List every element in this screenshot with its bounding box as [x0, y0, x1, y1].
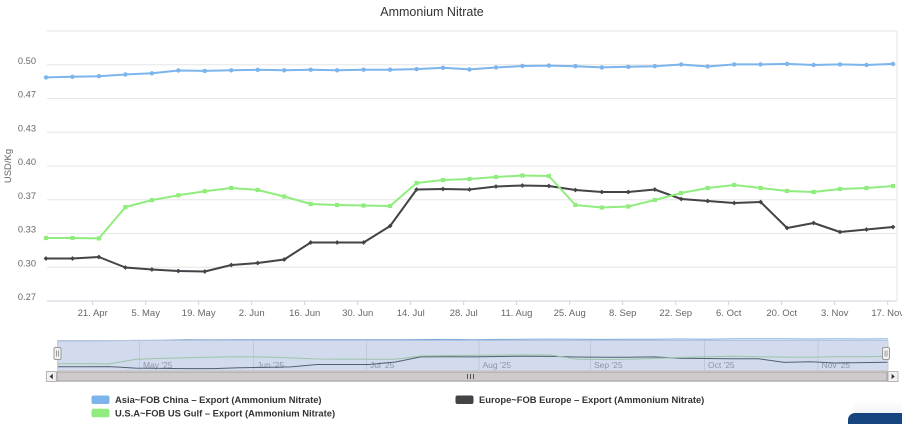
svg-text:0.43: 0.43 — [18, 124, 36, 134]
svg-text:16. Jun: 16. Jun — [289, 308, 320, 319]
svg-text:May '25: May '25 — [143, 360, 173, 370]
svg-text:Jul '25: Jul '25 — [370, 360, 395, 370]
svg-text:0.27: 0.27 — [18, 292, 36, 302]
svg-text:0.47: 0.47 — [18, 90, 36, 100]
svg-text:Oct '25: Oct '25 — [708, 360, 735, 370]
svg-text:2. Jun: 2. Jun — [239, 308, 265, 319]
svg-text:Asia~FOB China – Export (Ammon: Asia~FOB China – Export (Ammonium Nitrat… — [115, 394, 322, 405]
svg-text:5. May: 5. May — [131, 308, 160, 319]
svg-text:28. Jul: 28. Jul — [450, 308, 478, 319]
svg-text:21. Apr: 21. Apr — [78, 308, 108, 319]
svg-text:U.S.A~FOB US Gulf – Export (Am: U.S.A~FOB US Gulf – Export (Ammonium Nit… — [115, 407, 335, 418]
svg-text:Nov '25: Nov '25 — [822, 360, 851, 370]
svg-text:USD/Kg: USD/Kg — [3, 149, 14, 183]
svg-text:Sep '25: Sep '25 — [594, 360, 623, 370]
svg-text:8. Sep: 8. Sep — [609, 308, 636, 319]
svg-text:0.30: 0.30 — [18, 258, 36, 268]
svg-text:0.40: 0.40 — [18, 157, 36, 167]
svg-text:3. Nov: 3. Nov — [821, 308, 849, 319]
svg-text:30. Jun: 30. Jun — [342, 308, 373, 319]
svg-text:6. Oct: 6. Oct — [716, 308, 742, 319]
svg-text:11. Aug: 11. Aug — [501, 308, 533, 319]
svg-text:20. Oct: 20. Oct — [766, 308, 797, 319]
svg-text:Aug '25: Aug '25 — [483, 360, 512, 370]
svg-text:0.50: 0.50 — [18, 56, 36, 66]
svg-text:Europe~FOB Europe – Export (Am: Europe~FOB Europe – Export (Ammonium Nit… — [479, 394, 704, 405]
svg-text:0.37: 0.37 — [18, 191, 36, 201]
svg-text:Ammonium Nitrate: Ammonium Nitrate — [380, 5, 484, 19]
svg-text:22. Sep: 22. Sep — [659, 308, 692, 319]
svg-text:19. May: 19. May — [182, 308, 216, 319]
svg-text:25. Aug: 25. Aug — [554, 308, 586, 319]
svg-text:17. Nov: 17. Nov — [871, 308, 902, 319]
svg-text:Jun '25: Jun '25 — [257, 360, 284, 370]
svg-text:14. Jul: 14. Jul — [397, 308, 425, 319]
svg-text:0.33: 0.33 — [18, 225, 36, 235]
